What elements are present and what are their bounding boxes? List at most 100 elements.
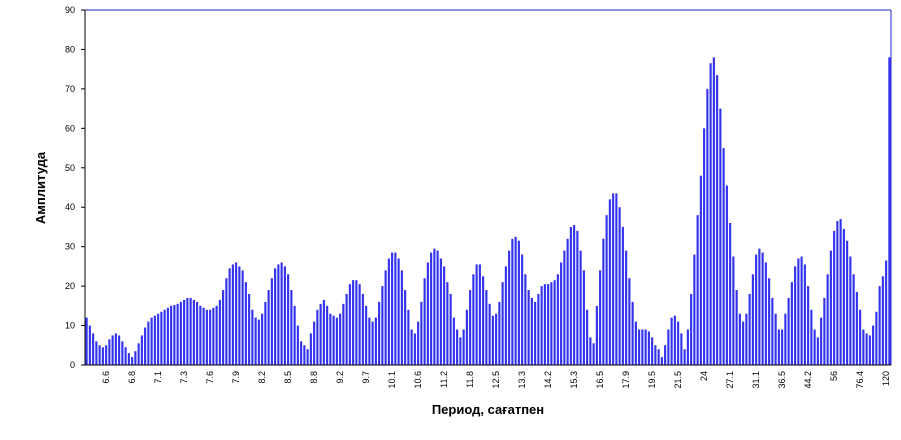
bar — [150, 317, 153, 365]
bar — [218, 299, 221, 365]
bar — [836, 221, 839, 365]
bar — [293, 305, 296, 365]
bar — [553, 280, 556, 365]
bar — [729, 223, 732, 365]
bar — [358, 284, 361, 365]
bar — [599, 270, 602, 365]
bar — [556, 274, 559, 365]
bar — [222, 290, 225, 365]
y-tick-label: 60 — [65, 123, 75, 133]
bar — [101, 347, 104, 365]
bar — [888, 57, 891, 365]
bar — [628, 278, 631, 365]
bar — [722, 148, 725, 365]
bar — [719, 108, 722, 365]
bar — [677, 321, 680, 365]
bar — [452, 317, 455, 365]
bar — [781, 329, 784, 365]
bar — [449, 294, 452, 365]
x-tick-label: 21.5 — [673, 371, 683, 389]
bar — [592, 343, 595, 365]
bar — [631, 301, 634, 365]
bar — [865, 333, 868, 365]
bar — [517, 240, 520, 365]
bar — [241, 270, 244, 365]
bar — [680, 333, 683, 365]
bar — [482, 276, 485, 365]
bar — [657, 349, 660, 365]
bar — [547, 284, 550, 365]
bar — [582, 270, 585, 365]
bar — [313, 321, 316, 365]
bar — [179, 301, 182, 365]
bar — [157, 313, 160, 365]
bar — [800, 256, 803, 365]
x-tick-label: 10.1 — [387, 371, 397, 389]
bar — [365, 305, 368, 365]
bar — [274, 268, 277, 365]
bar — [192, 299, 195, 365]
bar — [816, 337, 819, 365]
bar — [852, 274, 855, 365]
bar — [527, 290, 530, 365]
bar — [196, 301, 199, 365]
bar — [339, 313, 342, 365]
bar — [186, 297, 189, 365]
bar — [352, 280, 355, 365]
bar — [368, 317, 371, 365]
bar — [683, 349, 686, 365]
bar — [319, 303, 322, 365]
bar — [745, 313, 748, 365]
bar — [105, 345, 108, 365]
bar — [202, 307, 205, 365]
bar — [98, 345, 101, 365]
bar — [144, 327, 147, 365]
bar — [738, 313, 741, 365]
bar — [868, 335, 871, 365]
bar — [498, 301, 501, 365]
bar — [748, 294, 751, 365]
bar — [823, 297, 826, 365]
bar — [326, 305, 329, 365]
bar — [111, 335, 114, 365]
bar — [85, 317, 88, 365]
bar — [290, 290, 293, 365]
bar — [348, 284, 351, 365]
x-tick-label: 14.2 — [543, 371, 553, 389]
bar — [173, 305, 176, 365]
bar — [751, 274, 754, 365]
bar — [160, 311, 163, 365]
bar — [716, 75, 719, 365]
bar — [469, 290, 472, 365]
bar — [472, 274, 475, 365]
bar — [784, 313, 787, 365]
y-tick-label: 30 — [65, 242, 75, 252]
bar — [670, 317, 673, 365]
bar — [504, 266, 507, 365]
bar — [709, 63, 712, 365]
bar — [732, 256, 735, 365]
x-tick-label: 15.3 — [569, 371, 579, 389]
bar — [589, 337, 592, 365]
bar — [108, 339, 111, 365]
bar — [673, 315, 676, 365]
bar — [664, 345, 667, 365]
bar — [530, 297, 533, 365]
bar — [797, 258, 800, 365]
y-tick-label: 50 — [65, 163, 75, 173]
bar — [280, 262, 283, 365]
bar — [134, 351, 137, 365]
bar — [803, 264, 806, 365]
bar — [537, 294, 540, 365]
bar — [205, 309, 208, 365]
x-tick-label: 7.6 — [205, 371, 215, 384]
y-tick-label: 80 — [65, 44, 75, 54]
bar — [608, 199, 611, 365]
bar — [309, 333, 312, 365]
bar — [118, 335, 121, 365]
bar — [875, 311, 878, 365]
bar — [189, 297, 192, 365]
bar — [573, 224, 576, 365]
bar — [758, 248, 761, 365]
bar — [430, 252, 433, 365]
